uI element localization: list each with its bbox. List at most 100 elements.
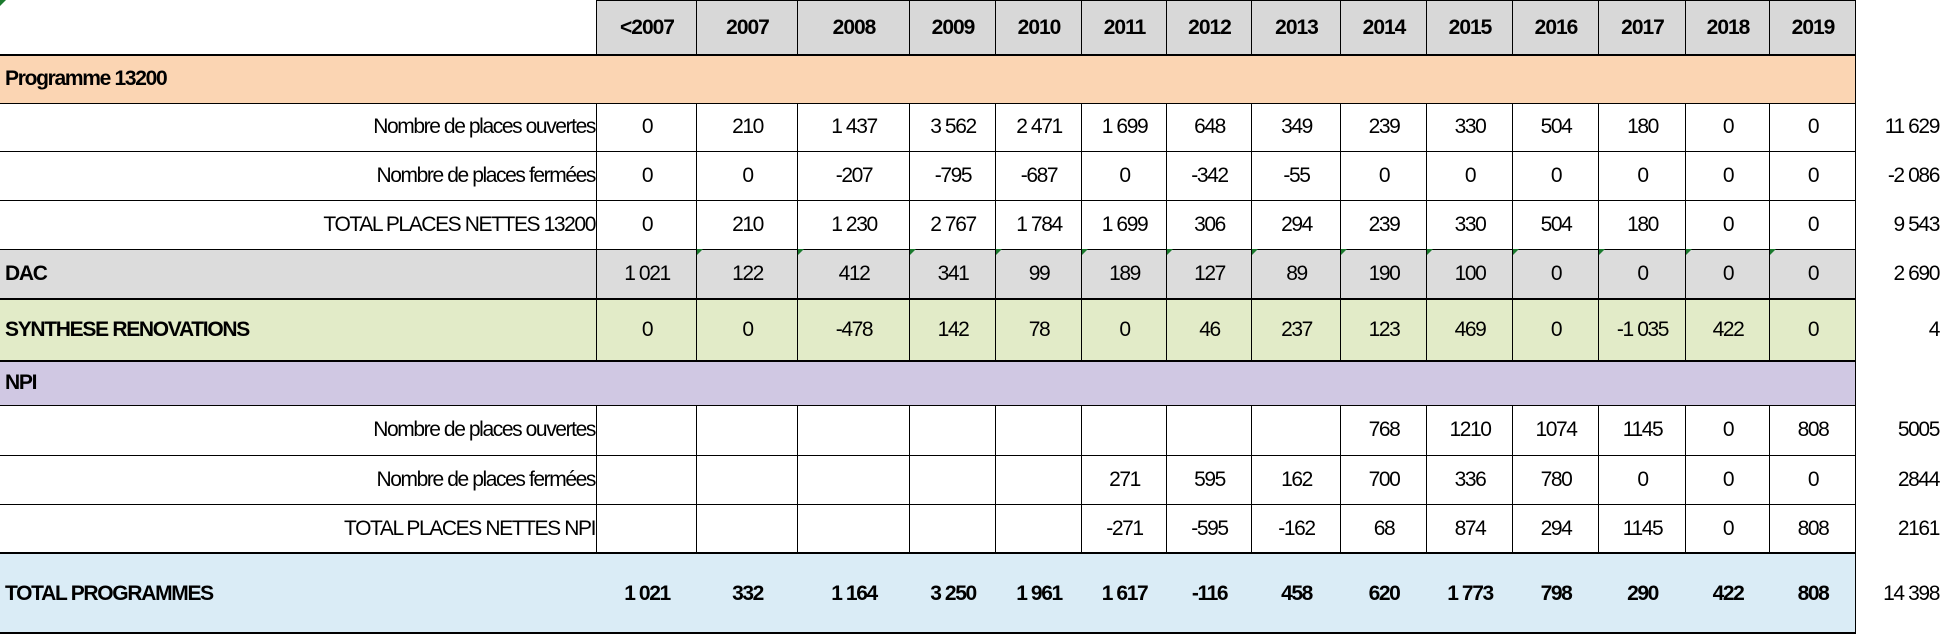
npi-total-nettes-cell-9[interactable]: 874 [1454, 516, 1487, 540]
p13200-total-nettes-cell-8[interactable]: 239 [1368, 212, 1401, 236]
p13200-places-fermees-cell-13[interactable]: 0 [1807, 163, 1820, 187]
year-header-8[interactable]: 2014 [1362, 15, 1407, 39]
total-programmes-cell-13[interactable]: 808 [1797, 581, 1830, 605]
p13200-places-fermees-cell-4[interactable]: -687 [1020, 163, 1059, 187]
total-programmes-cell-0[interactable]: 1 021 [624, 581, 671, 605]
dac-cell-10[interactable]: 0 [1550, 262, 1563, 285]
total-programmes-cell-5[interactable]: 1 617 [1101, 581, 1149, 605]
npi-places-ouvertes-cell-12[interactable]: 0 [1722, 418, 1735, 441]
dac-cell-11[interactable]: 0 [1637, 262, 1649, 285]
npi-places-fermees-cell-0[interactable] [597, 455, 697, 504]
p13200-total-nettes-cell-7[interactable]: 294 [1281, 212, 1313, 236]
npi-total-nettes-cell-4[interactable] [996, 504, 1082, 553]
npi-places-fermees-cell-6[interactable]: 595 [1194, 467, 1226, 491]
npi-places-ouvertes-cell-4[interactable] [996, 405, 1082, 455]
npi-places-ouvertes-cell-2[interactable] [798, 405, 910, 455]
synthese-renovations-cell-13[interactable]: 0 [1807, 318, 1820, 341]
synthese-renovations-cell-9[interactable]: 469 [1454, 318, 1487, 341]
p13200-places-fermees-cell-0[interactable]: 0 [641, 163, 654, 187]
p13200-places-fermees-cell-12[interactable]: 0 [1722, 163, 1735, 187]
dac-cell-12[interactable]: 0 [1722, 262, 1735, 285]
p13200-places-ouvertes-cell-0[interactable]: 0 [641, 115, 654, 138]
year-header-0[interactable]: <2007 [620, 15, 675, 39]
npi-places-ouvertes-cell-13[interactable]: 808 [1797, 418, 1830, 441]
synthese-renovations-row-total[interactable]: 4 [1928, 318, 1941, 341]
year-header-1[interactable]: 2007 [726, 15, 770, 39]
p13200-places-fermees-cell-10[interactable]: 0 [1550, 163, 1563, 187]
p13200-total-nettes-cell-2[interactable]: 1 230 [831, 212, 878, 236]
p13200-total-nettes-cell-12[interactable]: 0 [1722, 212, 1735, 236]
dac-cell-9[interactable]: 100 [1454, 262, 1487, 285]
p13200-total-nettes-cell-5[interactable]: 1 699 [1101, 212, 1149, 236]
total-programmes-cell-2[interactable]: 1 164 [831, 581, 878, 605]
npi-places-ouvertes-cell-11[interactable]: 1145 [1622, 418, 1664, 441]
p13200-places-ouvertes-cell-9[interactable]: 330 [1454, 115, 1487, 138]
npi-places-fermees-cell-5[interactable]: 271 [1109, 467, 1141, 491]
p13200-places-fermees-cell-2[interactable]: -207 [835, 163, 874, 187]
p13200-places-fermees-row-total[interactable]: -2 086 [1887, 163, 1941, 187]
dac-row-total[interactable]: 2 690 [1893, 262, 1940, 285]
year-header-6[interactable]: 2012 [1188, 15, 1232, 39]
p13200-total-nettes-cell-9[interactable]: 330 [1454, 212, 1487, 236]
p13200-total-nettes-cell-6[interactable]: 306 [1194, 212, 1226, 236]
year-header-3[interactable]: 2009 [931, 15, 976, 39]
synthese-renovations-cell-11[interactable]: -1 035 [1616, 318, 1670, 341]
npi-places-fermees-cell-10[interactable]: 780 [1540, 467, 1573, 491]
p13200-places-ouvertes-cell-1[interactable]: 210 [732, 115, 764, 138]
total-programmes-cell-9[interactable]: 1 773 [1447, 581, 1494, 605]
synthese-renovations-cell-0[interactable]: 0 [641, 318, 654, 341]
npi-places-ouvertes-cell-7[interactable] [1252, 405, 1341, 455]
npi-places-fermees-row-total[interactable]: 2844 [1897, 467, 1941, 491]
year-header-12[interactable]: 2018 [1706, 15, 1751, 39]
p13200-places-ouvertes-cell-5[interactable]: 1 699 [1101, 115, 1149, 138]
synthese-renovations-cell-10[interactable]: 0 [1550, 318, 1563, 341]
dac-cell-4[interactable]: 99 [1028, 262, 1051, 285]
synthese-renovations-cell-4[interactable]: 78 [1028, 318, 1051, 341]
npi-places-ouvertes-cell-8[interactable]: 768 [1368, 418, 1401, 441]
year-header-13[interactable]: 2019 [1791, 15, 1836, 39]
year-header-9[interactable]: 2015 [1448, 15, 1493, 39]
dac-cell-0[interactable]: 1 021 [624, 262, 671, 285]
p13200-places-fermees-cell-5[interactable]: 0 [1119, 163, 1131, 187]
p13200-total-nettes-cell-13[interactable]: 0 [1807, 212, 1820, 236]
p13200-places-ouvertes-cell-2[interactable]: 1 437 [831, 115, 878, 138]
p13200-places-ouvertes-cell-13[interactable]: 0 [1807, 115, 1820, 138]
p13200-places-fermees-cell-11[interactable]: 0 [1637, 163, 1649, 187]
p13200-total-nettes-cell-11[interactable]: 180 [1627, 212, 1659, 236]
npi-places-ouvertes-row-total[interactable]: 5005 [1897, 418, 1941, 441]
npi-places-fermees-cell-13[interactable]: 0 [1807, 467, 1820, 491]
p13200-places-ouvertes-cell-7[interactable]: 349 [1281, 115, 1313, 138]
p13200-places-fermees-cell-7[interactable]: -55 [1283, 163, 1311, 187]
npi-total-nettes-cell-3[interactable] [910, 504, 996, 553]
npi-places-ouvertes-cell-5[interactable] [1082, 405, 1167, 455]
synthese-renovations-cell-7[interactable]: 237 [1281, 318, 1313, 341]
p13200-total-nettes-cell-10[interactable]: 504 [1540, 212, 1573, 236]
p13200-places-ouvertes-cell-4[interactable]: 2 471 [1016, 115, 1063, 138]
dac-cell-5[interactable]: 189 [1109, 262, 1141, 285]
p13200-places-ouvertes-cell-12[interactable]: 0 [1722, 115, 1735, 138]
p13200-total-nettes-cell-1[interactable]: 210 [732, 212, 764, 236]
total-programmes-cell-6[interactable]: -116 [1191, 581, 1229, 605]
synthese-renovations-cell-12[interactable]: 422 [1712, 318, 1745, 341]
total-programmes-cell-7[interactable]: 458 [1281, 581, 1313, 605]
npi-places-fermees-cell-9[interactable]: 336 [1454, 467, 1487, 491]
npi-total-nettes-cell-10[interactable]: 294 [1540, 516, 1573, 540]
npi-places-ouvertes-cell-9[interactable]: 1210 [1449, 418, 1492, 441]
npi-places-fermees-cell-4[interactable] [996, 455, 1082, 504]
dac-cell-7[interactable]: 89 [1286, 262, 1308, 285]
p13200-places-ouvertes-cell-6[interactable]: 648 [1194, 115, 1226, 138]
npi-total-nettes-cell-13[interactable]: 808 [1797, 516, 1830, 540]
total-programmes-cell-8[interactable]: 620 [1368, 581, 1401, 605]
npi-places-fermees-cell-8[interactable]: 700 [1368, 467, 1401, 491]
npi-places-fermees-cell-7[interactable]: 162 [1281, 467, 1313, 491]
p13200-places-fermees-cell-6[interactable]: -342 [1191, 163, 1229, 187]
npi-places-fermees-cell-12[interactable]: 0 [1722, 467, 1735, 491]
npi-places-ouvertes-cell-6[interactable] [1167, 405, 1252, 455]
npi-places-fermees-cell-2[interactable] [798, 455, 910, 504]
npi-places-ouvertes-cell-3[interactable] [910, 405, 996, 455]
dac-cell-13[interactable]: 0 [1807, 262, 1820, 285]
npi-total-nettes-cell-6[interactable]: -595 [1191, 516, 1229, 540]
dac-cell-3[interactable]: 341 [937, 262, 970, 285]
npi-places-fermees-cell-11[interactable]: 0 [1637, 467, 1649, 491]
p13200-total-nettes-row-total[interactable]: 9 543 [1893, 212, 1940, 236]
